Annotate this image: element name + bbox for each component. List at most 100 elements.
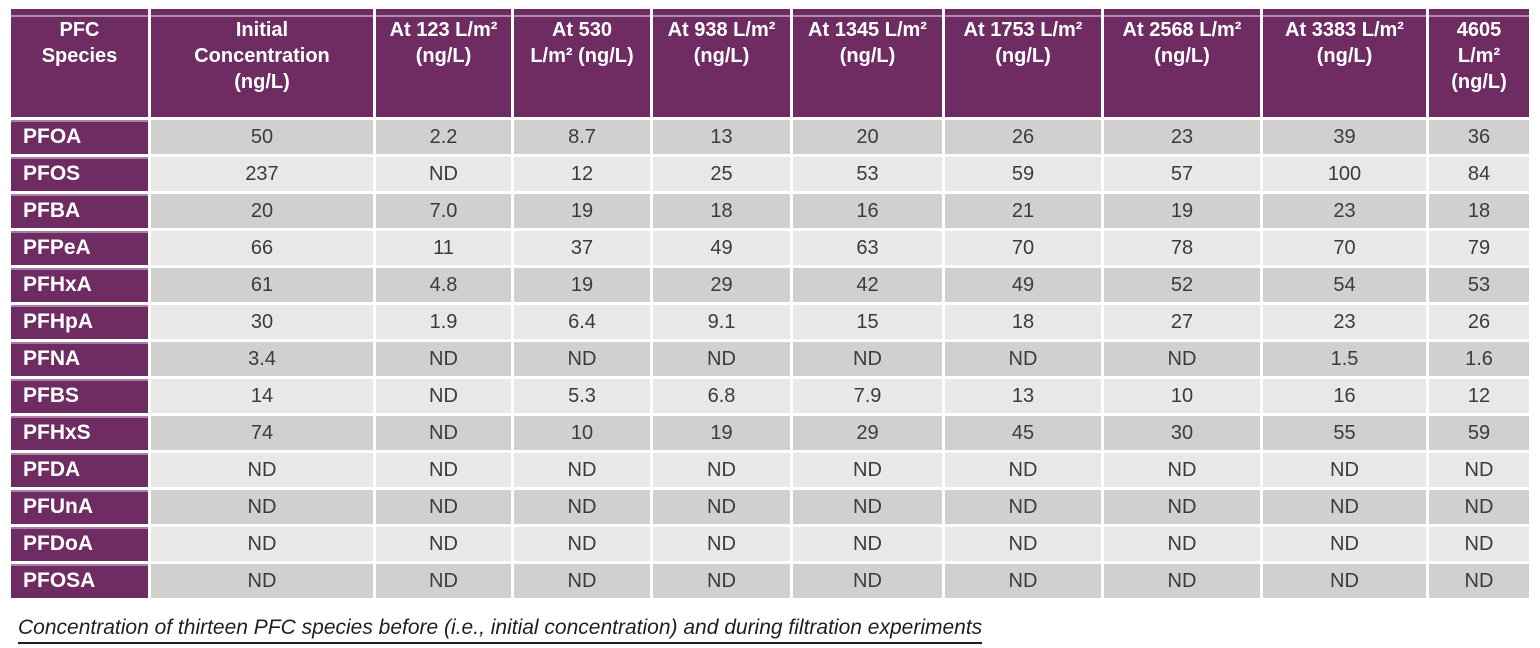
value-cell: ND: [793, 342, 942, 376]
value-cell: ND: [1104, 490, 1260, 524]
value-cell: 10: [514, 416, 650, 450]
table-row-pfuna: PFUnA ND ND ND ND ND ND ND ND ND: [11, 490, 1529, 524]
value-cell: ND: [514, 527, 650, 561]
value-cell: 18: [945, 305, 1101, 339]
value-cell: 59: [1429, 416, 1529, 450]
table-row-pfba: PFBA 20 7.0 19 18 16 21 19 23 18: [11, 194, 1529, 228]
value-cell: 9.1: [653, 305, 790, 339]
value-cell: 42: [793, 268, 942, 302]
value-cell: 4.8: [376, 268, 511, 302]
value-cell: 49: [653, 231, 790, 265]
value-cell: 20: [151, 194, 373, 228]
value-cell: 2.2: [376, 120, 511, 154]
species-label: PFHpA: [11, 305, 148, 339]
value-cell: 70: [945, 231, 1101, 265]
value-cell: 59: [945, 157, 1101, 191]
value-cell: 100: [1263, 157, 1426, 191]
table-row-pfna: PFNA 3.4 ND ND ND ND ND ND 1.5 1.6: [11, 342, 1529, 376]
value-cell: 45: [945, 416, 1101, 450]
value-cell: 50: [151, 120, 373, 154]
column-header-9: 4605 L/m² (ng/L): [1429, 9, 1529, 117]
value-cell: ND: [376, 342, 511, 376]
value-cell: 30: [1104, 416, 1260, 450]
table-row-pfbs: PFBS 14 ND 5.3 6.8 7.9 13 10 16 12: [11, 379, 1529, 413]
value-cell: 63: [793, 231, 942, 265]
value-cell: 5.3: [514, 379, 650, 413]
value-cell: 52: [1104, 268, 1260, 302]
table-row-pfda: PFDA ND ND ND ND ND ND ND ND ND: [11, 453, 1529, 487]
species-label: PFBA: [11, 194, 148, 228]
value-cell: ND: [376, 453, 511, 487]
table-row-pfos: PFOS 237 ND 12 25 53 59 57 100 84: [11, 157, 1529, 191]
column-header-6: At 1753 L/m² (ng/L): [945, 9, 1101, 117]
value-cell: ND: [1429, 490, 1529, 524]
value-cell: 1.9: [376, 305, 511, 339]
value-cell: 3.4: [151, 342, 373, 376]
value-cell: 1.5: [1263, 342, 1426, 376]
value-cell: 78: [1104, 231, 1260, 265]
value-cell: 10: [1104, 379, 1260, 413]
value-cell: ND: [514, 490, 650, 524]
value-cell: 18: [1429, 194, 1529, 228]
value-cell: ND: [1429, 564, 1529, 598]
value-cell: 6.4: [514, 305, 650, 339]
value-cell: ND: [945, 342, 1101, 376]
value-cell: ND: [945, 490, 1101, 524]
value-cell: 39: [1263, 120, 1426, 154]
value-cell: 19: [514, 268, 650, 302]
value-cell: 55: [1263, 416, 1426, 450]
value-cell: ND: [151, 453, 373, 487]
value-cell: 57: [1104, 157, 1260, 191]
value-cell: 21: [945, 194, 1101, 228]
species-label: PFHxS: [11, 416, 148, 450]
value-cell: ND: [1104, 564, 1260, 598]
table-row-pfdoa: PFDoA ND ND ND ND ND ND ND ND ND: [11, 527, 1529, 561]
value-cell: 66: [151, 231, 373, 265]
value-cell: 12: [1429, 379, 1529, 413]
header-row: PFC Species Initial Concentration (ng/L) A…: [11, 9, 1529, 117]
species-label: PFHxA: [11, 268, 148, 302]
value-cell: 29: [653, 268, 790, 302]
value-cell: ND: [1263, 564, 1426, 598]
value-cell: ND: [945, 527, 1101, 561]
value-cell: 19: [514, 194, 650, 228]
value-cell: ND: [793, 564, 942, 598]
value-cell: ND: [376, 527, 511, 561]
value-cell: 11: [376, 231, 511, 265]
value-cell: ND: [376, 490, 511, 524]
value-cell: 23: [1263, 194, 1426, 228]
value-cell: ND: [1263, 453, 1426, 487]
value-cell: ND: [376, 416, 511, 450]
column-header-4: At 938 L/m² (ng/L): [653, 9, 790, 117]
value-cell: 61: [151, 268, 373, 302]
table-row-pfoa: PFOA 50 2.2 8.7 13 20 26 23 39 36: [11, 120, 1529, 154]
species-label: PFUnA: [11, 490, 148, 524]
table-row-pfosa: PFOSA ND ND ND ND ND ND ND ND ND: [11, 564, 1529, 598]
table-row-pfhpa: PFHpA 30 1.9 6.4 9.1 15 18 27 23 26: [11, 305, 1529, 339]
species-label: PFDoA: [11, 527, 148, 561]
value-cell: 23: [1104, 120, 1260, 154]
value-cell: 23: [1263, 305, 1426, 339]
species-label: PFNA: [11, 342, 148, 376]
species-label: PFDA: [11, 453, 148, 487]
value-cell: ND: [793, 490, 942, 524]
value-cell: ND: [514, 564, 650, 598]
value-cell: 36: [1429, 120, 1529, 154]
value-cell: 54: [1263, 268, 1426, 302]
column-header-5: At 1345 L/m² (ng/L): [793, 9, 942, 117]
value-cell: ND: [653, 453, 790, 487]
value-cell: 13: [653, 120, 790, 154]
table-row-pfhxs: PFHxS 74 ND 10 19 29 45 30 55 59: [11, 416, 1529, 450]
value-cell: 26: [945, 120, 1101, 154]
value-cell: ND: [514, 453, 650, 487]
column-header-7: At 2568 L/m² (ng/L): [1104, 9, 1260, 117]
value-cell: 27: [1104, 305, 1260, 339]
table-row-pfhxa: PFHxA 61 4.8 19 29 42 49 52 54 53: [11, 268, 1529, 302]
value-cell: 53: [1429, 268, 1529, 302]
value-cell: ND: [376, 157, 511, 191]
value-cell: ND: [1104, 453, 1260, 487]
column-header-8: At 3383 L/m² (ng/L): [1263, 9, 1426, 117]
species-label: PFOS: [11, 157, 148, 191]
species-label: PFOSA: [11, 564, 148, 598]
